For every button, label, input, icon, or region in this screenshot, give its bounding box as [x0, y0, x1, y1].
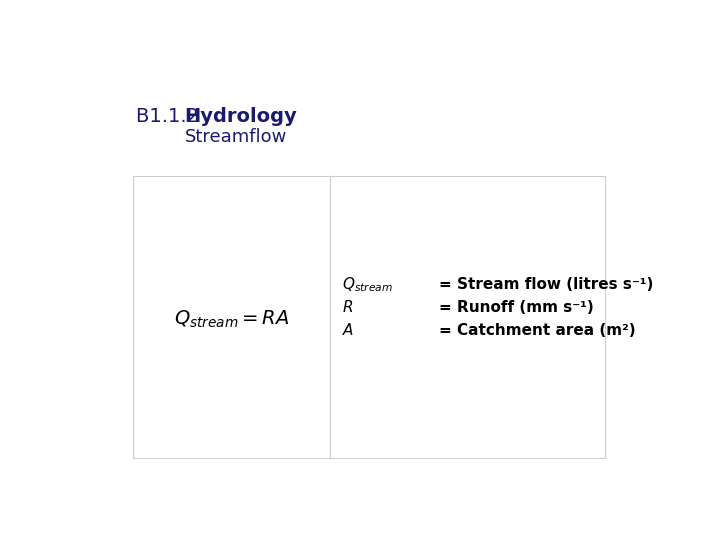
Text: $\mathit{R}$: $\mathit{R}$	[342, 299, 353, 315]
Text: $\mathit{Q}_{stream} = RA$: $\mathit{Q}_{stream} = RA$	[174, 308, 289, 329]
Text: = Stream flow (litres s⁻¹): = Stream flow (litres s⁻¹)	[438, 276, 653, 292]
Text: B1.1.2: B1.1.2	[137, 107, 206, 126]
Text: Streamflow: Streamflow	[184, 128, 287, 146]
Text: $\mathit{Q}_{stream}$: $\mathit{Q}_{stream}$	[342, 275, 392, 294]
Text: = Runoff (mm s⁻¹): = Runoff (mm s⁻¹)	[438, 300, 593, 315]
Text: = Catchment area (m²): = Catchment area (m²)	[438, 323, 635, 338]
Text: $\mathit{A}$: $\mathit{A}$	[342, 322, 354, 339]
Text: Hydrology: Hydrology	[184, 107, 297, 126]
